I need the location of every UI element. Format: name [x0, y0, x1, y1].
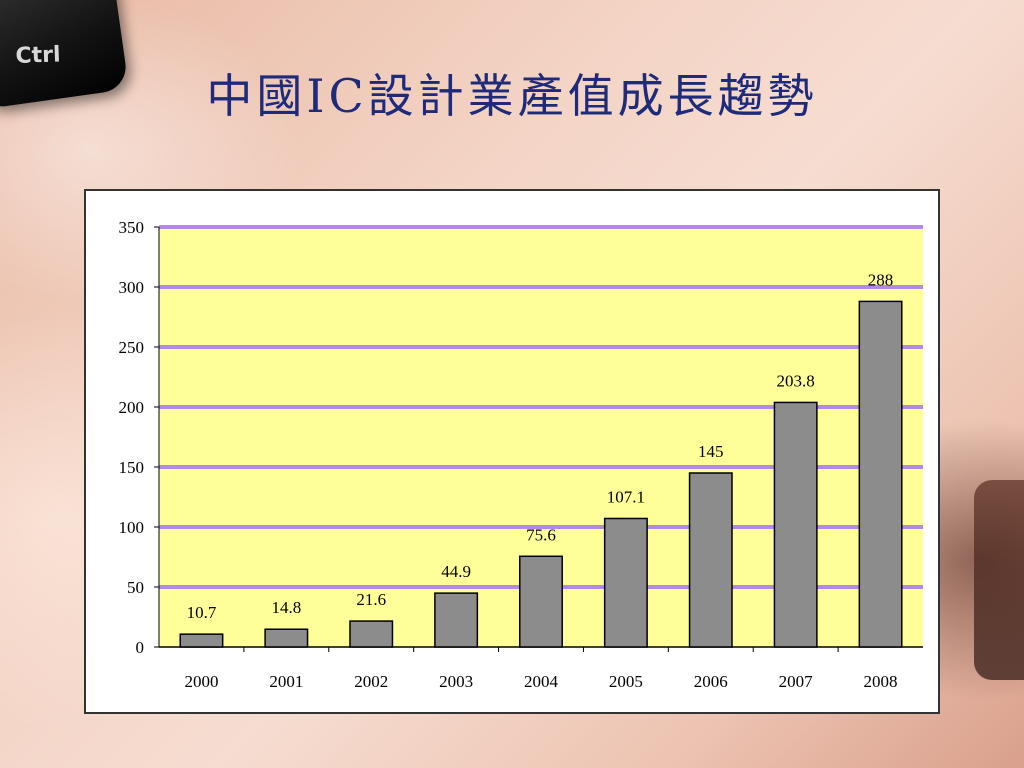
data-label: 107.1	[607, 487, 645, 506]
data-label: 288	[868, 270, 894, 289]
data-label: 44.9	[441, 562, 471, 581]
bar-chart: 0 50 100 150 200 250 300 350 10.7 2000 14.8 2001 21.…	[119, 218, 923, 691]
y-tick-label: 150	[119, 458, 145, 477]
gridlines	[159, 225, 923, 589]
x-tick-label: 2004	[524, 672, 559, 691]
y-tick-label: 250	[119, 338, 145, 357]
x-tick-label: 2006	[694, 672, 728, 691]
bars	[179, 300, 903, 648]
bar	[179, 633, 224, 648]
x-tick-label: 2008	[864, 672, 898, 691]
bar	[264, 628, 309, 648]
x-tick-label: 2007	[779, 672, 814, 691]
bar	[349, 620, 394, 648]
chart-frame: 0 50 100 150 200 250 300 350 10.7 2000 14.8 2001 21.…	[84, 189, 940, 714]
bar	[858, 300, 903, 648]
background-decoration	[974, 480, 1024, 680]
y-tick-label: 100	[119, 518, 145, 537]
x-tick-label: 2000	[184, 672, 218, 691]
y-tick-label: 0	[136, 638, 145, 657]
bar	[688, 472, 733, 648]
y-tick-label: 50	[127, 578, 144, 597]
data-label: 14.8	[271, 598, 301, 617]
bar	[434, 592, 479, 648]
data-label: 75.6	[526, 525, 556, 544]
x-tick-label: 2005	[609, 672, 643, 691]
bar	[519, 555, 563, 648]
data-label: 145	[698, 442, 724, 461]
bar	[773, 401, 818, 648]
x-tick-label: 2002	[354, 672, 388, 691]
y-tick-label: 350	[119, 218, 145, 237]
bar	[603, 517, 648, 648]
x-tick-label: 2003	[439, 672, 473, 691]
data-label: 10.7	[187, 603, 217, 622]
data-label: 21.6	[356, 590, 386, 609]
x-tick-label: 2001	[269, 672, 303, 691]
y-tick-label: 300	[119, 278, 145, 297]
y-tick-label: 200	[119, 398, 145, 417]
labels: 0 50 100 150 200 250 300 350 10.7 2000 14.8 2001 21.…	[119, 218, 898, 691]
slide-title: 中國IC設計業產值成長趨勢	[206, 69, 818, 123]
data-label: 203.8	[777, 371, 815, 390]
